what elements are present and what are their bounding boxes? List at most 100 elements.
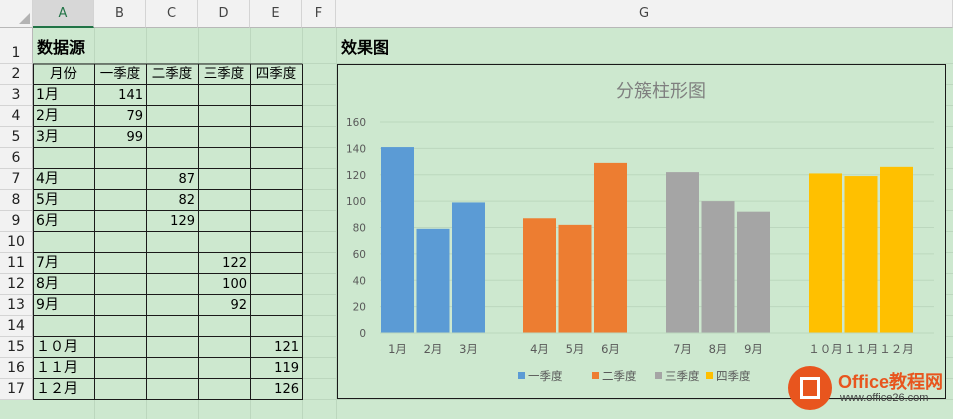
value-cell[interactable]: 100: [222, 277, 247, 292]
clustered-bar-chart[interactable]: 分簇柱形图 0 20 40 60 80 100 120 140 160 1月 2月 3月 4月 5月 6月 7月…: [337, 64, 946, 399]
row-header-9[interactable]: 9: [0, 211, 33, 232]
column-header-f[interactable]: F: [302, 0, 336, 28]
x-tick-label: 3月: [459, 342, 478, 356]
bar-三季度-7月: [666, 172, 699, 333]
column-header-a[interactable]: A: [33, 0, 94, 28]
x-tick-label: １０月: [808, 342, 843, 356]
value-cell[interactable]: 92: [230, 298, 247, 313]
bar-一季度-3月: [452, 202, 485, 333]
month-cell[interactable]: １１月: [36, 360, 78, 376]
header-q2[interactable]: 二季度: [151, 66, 193, 82]
column-header-c[interactable]: C: [146, 0, 198, 28]
y-tick-label: 140: [346, 143, 366, 155]
month-cell[interactable]: 4月: [36, 171, 59, 187]
header-q3[interactable]: 三季度: [203, 66, 245, 82]
x-tick-label: 2月: [424, 342, 443, 356]
header-q4[interactable]: 四季度: [255, 66, 297, 82]
watermark-url: www.office26.com: [840, 392, 929, 404]
y-tick-label: 60: [353, 249, 366, 261]
value-cell[interactable]: 126: [274, 382, 299, 397]
row-header-7[interactable]: 7: [0, 169, 33, 190]
row-header-1[interactable]: 1: [0, 28, 33, 64]
value-cell[interactable]: 129: [170, 214, 195, 229]
grid-line: [33, 399, 953, 400]
y-tick-label: 160: [346, 117, 366, 129]
column-header-bar: A B C D E F G: [0, 0, 953, 28]
value-cell[interactable]: 79: [126, 109, 143, 124]
month-cell[interactable]: １０月: [36, 339, 78, 355]
x-tick-label: 6月: [601, 342, 620, 356]
month-cell[interactable]: 1月: [36, 87, 59, 103]
value-cell[interactable]: 82: [178, 193, 195, 208]
legend-label-四季度: 四季度: [716, 369, 751, 383]
row-header-2[interactable]: 2: [0, 64, 33, 85]
row-header-13[interactable]: 13: [0, 295, 33, 316]
legend-swatch-四季度: [706, 372, 713, 379]
value-cell[interactable]: 87: [178, 172, 195, 187]
sheet-title[interactable]: 数据源: [37, 38, 86, 57]
header-month[interactable]: 月份: [50, 66, 77, 82]
month-cell[interactable]: 2月: [36, 108, 59, 124]
y-tick-label: 120: [346, 170, 366, 182]
value-cell[interactable]: 121: [274, 340, 299, 355]
bar-二季度-6月: [594, 162, 627, 333]
row-header-15[interactable]: 15: [0, 337, 33, 358]
row-header-3[interactable]: 3: [0, 85, 33, 106]
row-header-4[interactable]: 4: [0, 106, 33, 127]
x-tick-label: 4月: [530, 342, 549, 356]
month-cell[interactable]: 8月: [36, 276, 59, 292]
column-header-b[interactable]: B: [94, 0, 146, 28]
watermark-title: Office教程网: [838, 372, 944, 392]
grid-line: [33, 63, 953, 64]
legend-swatch-三季度: [655, 372, 662, 379]
x-tick-label: 8月: [709, 342, 728, 356]
legend-swatch-一季度: [518, 372, 525, 379]
grid-line: [336, 28, 337, 419]
row-header-10[interactable]: 10: [0, 232, 33, 253]
header-q1[interactable]: 一季度: [99, 66, 141, 82]
value-cell[interactable]: 141: [118, 88, 143, 103]
row-header-12[interactable]: 12: [0, 274, 33, 295]
month-cell[interactable]: 6月: [36, 213, 59, 229]
row-header-6[interactable]: 6: [0, 148, 33, 169]
table-border: [33, 63, 303, 400]
bar-二季度-5月: [558, 224, 592, 333]
column-header-e[interactable]: E: [250, 0, 302, 28]
chart-label[interactable]: 效果图: [341, 38, 390, 57]
y-tick-label: 40: [353, 275, 366, 287]
bar-二季度-4月: [523, 218, 556, 333]
row-header-14[interactable]: 14: [0, 316, 33, 337]
x-tick-label: 5月: [566, 342, 585, 356]
x-tick-label: 7月: [673, 342, 692, 356]
select-all-corner[interactable]: [0, 0, 33, 28]
row-header-11[interactable]: 11: [0, 253, 33, 274]
chart-canvas: 分簇柱形图 0 20 40 60 80 100 120 140 160 1月 2月 3月 4月 5月 6月 7月…: [346, 81, 934, 383]
bar-四季度-１１月: [844, 176, 878, 333]
column-header-g[interactable]: G: [336, 0, 953, 28]
value-cell[interactable]: 122: [222, 256, 247, 271]
legend-label-二季度: 二季度: [602, 369, 637, 383]
watermark: Office教程网 www.office26.com: [788, 362, 948, 414]
month-cell[interactable]: 9月: [36, 297, 59, 313]
bar-四季度-１０月: [809, 173, 842, 333]
y-tick-label: 80: [353, 223, 366, 235]
x-tick-label: １１月: [844, 342, 879, 356]
y-tick-label: 0: [359, 328, 366, 340]
month-cell[interactable]: 5月: [36, 192, 59, 208]
month-cell[interactable]: １２月: [36, 381, 78, 397]
month-cell[interactable]: 3月: [36, 129, 59, 145]
x-tick-label: 9月: [744, 342, 763, 356]
month-cell[interactable]: 7月: [36, 255, 59, 271]
row-header-5[interactable]: 5: [0, 127, 33, 148]
value-cell[interactable]: 119: [274, 361, 299, 376]
chart-title: 分簇柱形图: [616, 81, 706, 102]
row-header-8[interactable]: 8: [0, 190, 33, 211]
y-tick-label: 100: [346, 196, 366, 208]
bar-四季度-１２月: [880, 166, 913, 333]
row-header-17[interactable]: 17: [0, 379, 33, 400]
legend-swatch-二季度: [592, 372, 599, 379]
value-cell[interactable]: 99: [126, 130, 143, 145]
legend-label-三季度: 三季度: [665, 369, 700, 383]
row-header-16[interactable]: 16: [0, 358, 33, 379]
column-header-d[interactable]: D: [198, 0, 250, 28]
